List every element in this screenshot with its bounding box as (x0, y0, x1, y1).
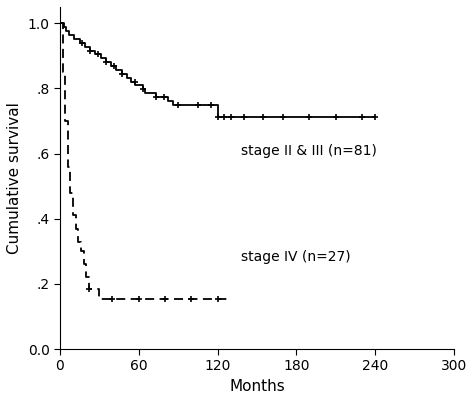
Y-axis label: Cumulative survival: Cumulative survival (7, 102, 22, 254)
X-axis label: Months: Months (229, 379, 285, 394)
Text: stage IV (n=27): stage IV (n=27) (241, 250, 351, 264)
Text: stage II & III (n=81): stage II & III (n=81) (241, 144, 377, 158)
